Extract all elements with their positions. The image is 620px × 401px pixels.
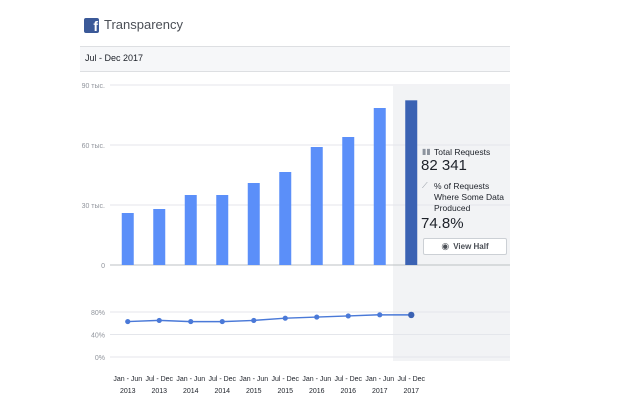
line-point xyxy=(314,314,320,320)
facebook-logo-icon: f xyxy=(84,18,99,33)
x-tick-label-period: Jan - Jun xyxy=(302,376,331,383)
bar-y-tick-label: 0 xyxy=(101,263,105,270)
x-tick-label-year: 2015 xyxy=(246,388,262,395)
bar xyxy=(216,195,229,265)
period-selector[interactable]: Jul - Dec 2017 xyxy=(80,46,510,72)
x-tick-label-year: 2015 xyxy=(277,388,293,395)
line-y-tick-label: 40% xyxy=(91,333,105,340)
total-requests-label: Total Requests xyxy=(434,147,491,157)
x-tick-label-period: Jan - Jun xyxy=(113,376,142,383)
bar xyxy=(184,195,197,265)
line-y-tick-label: 80% xyxy=(91,310,105,317)
x-tick-label-period: Jul - Dec xyxy=(145,376,173,383)
eye-icon: ◉ xyxy=(441,241,450,251)
line-point xyxy=(188,318,194,325)
bar xyxy=(279,172,292,265)
x-tick-label-period: Jan - Jun xyxy=(365,376,394,383)
bar xyxy=(342,137,355,265)
bar-y-tick-label: 30 тыс. xyxy=(82,203,105,210)
x-tick-label-year: 2017 xyxy=(403,388,419,395)
bar xyxy=(373,108,386,265)
x-tick-label-period: Jul - Dec xyxy=(208,376,236,383)
line-chart-icon: ⟋ xyxy=(422,181,428,190)
bar xyxy=(310,147,323,265)
line-point xyxy=(219,318,225,325)
line-point xyxy=(282,315,288,321)
x-tick-label-year: 2016 xyxy=(309,388,325,395)
page-title: Transparency xyxy=(104,17,183,32)
x-tick-label-year: 2016 xyxy=(340,388,356,395)
bar xyxy=(121,213,134,265)
bar-y-tick-label: 90 тыс. xyxy=(82,83,105,90)
bar-y-tick-label: 60 тыс. xyxy=(82,143,105,150)
line-point xyxy=(156,317,162,324)
view-half-label: View Half xyxy=(453,242,489,251)
line-y-tick-label: 0% xyxy=(95,355,105,362)
x-tick-label-period: Jan - Jun xyxy=(176,376,205,383)
line-point xyxy=(125,318,131,325)
x-tick-label-period: Jul - Dec xyxy=(271,376,299,383)
bar xyxy=(247,183,260,265)
x-tick-label-period: Jan - Jun xyxy=(239,376,268,383)
x-tick-label-year: 2017 xyxy=(372,388,388,395)
line-point xyxy=(345,313,351,319)
line-point xyxy=(251,317,257,324)
series-line xyxy=(127,314,412,323)
period-label: Jul - Dec 2017 xyxy=(85,53,144,63)
bar-chart-icon: ▮▮ xyxy=(422,147,431,156)
view-half-button[interactable]: ◉ View Half xyxy=(423,238,507,255)
x-tick-label-year: 2013 xyxy=(151,388,167,395)
x-tick-label-year: 2013 xyxy=(120,388,136,395)
x-tick-label-year: 2014 xyxy=(214,388,230,395)
bar xyxy=(405,100,418,266)
total-requests-value: 82 341 xyxy=(421,157,467,174)
percent-requests-label: % of Requests Where Some Data Produced xyxy=(434,181,504,213)
percent-requests-value: 74.8% xyxy=(421,215,464,232)
x-tick-label-period: Jul - Dec xyxy=(397,376,425,383)
x-tick-label-year: 2014 xyxy=(183,388,199,395)
line-point xyxy=(377,312,383,318)
x-tick-label-period: Jul - Dec xyxy=(334,376,362,383)
line-point xyxy=(408,311,415,319)
bar xyxy=(153,209,166,265)
